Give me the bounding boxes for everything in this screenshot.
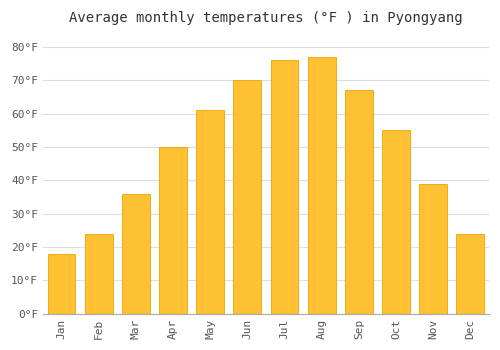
Title: Average monthly temperatures (°F ) in Pyongyang: Average monthly temperatures (°F ) in Py… [69,11,462,25]
Bar [345,90,373,314]
Bar [48,254,76,314]
Bar [122,194,150,314]
Bar [308,57,336,314]
Bar [270,61,298,314]
Bar [196,111,224,314]
Bar [419,184,447,314]
Bar [85,234,112,314]
Bar [382,131,410,314]
Bar [234,80,262,314]
Bar [456,234,484,314]
Bar [159,147,187,314]
